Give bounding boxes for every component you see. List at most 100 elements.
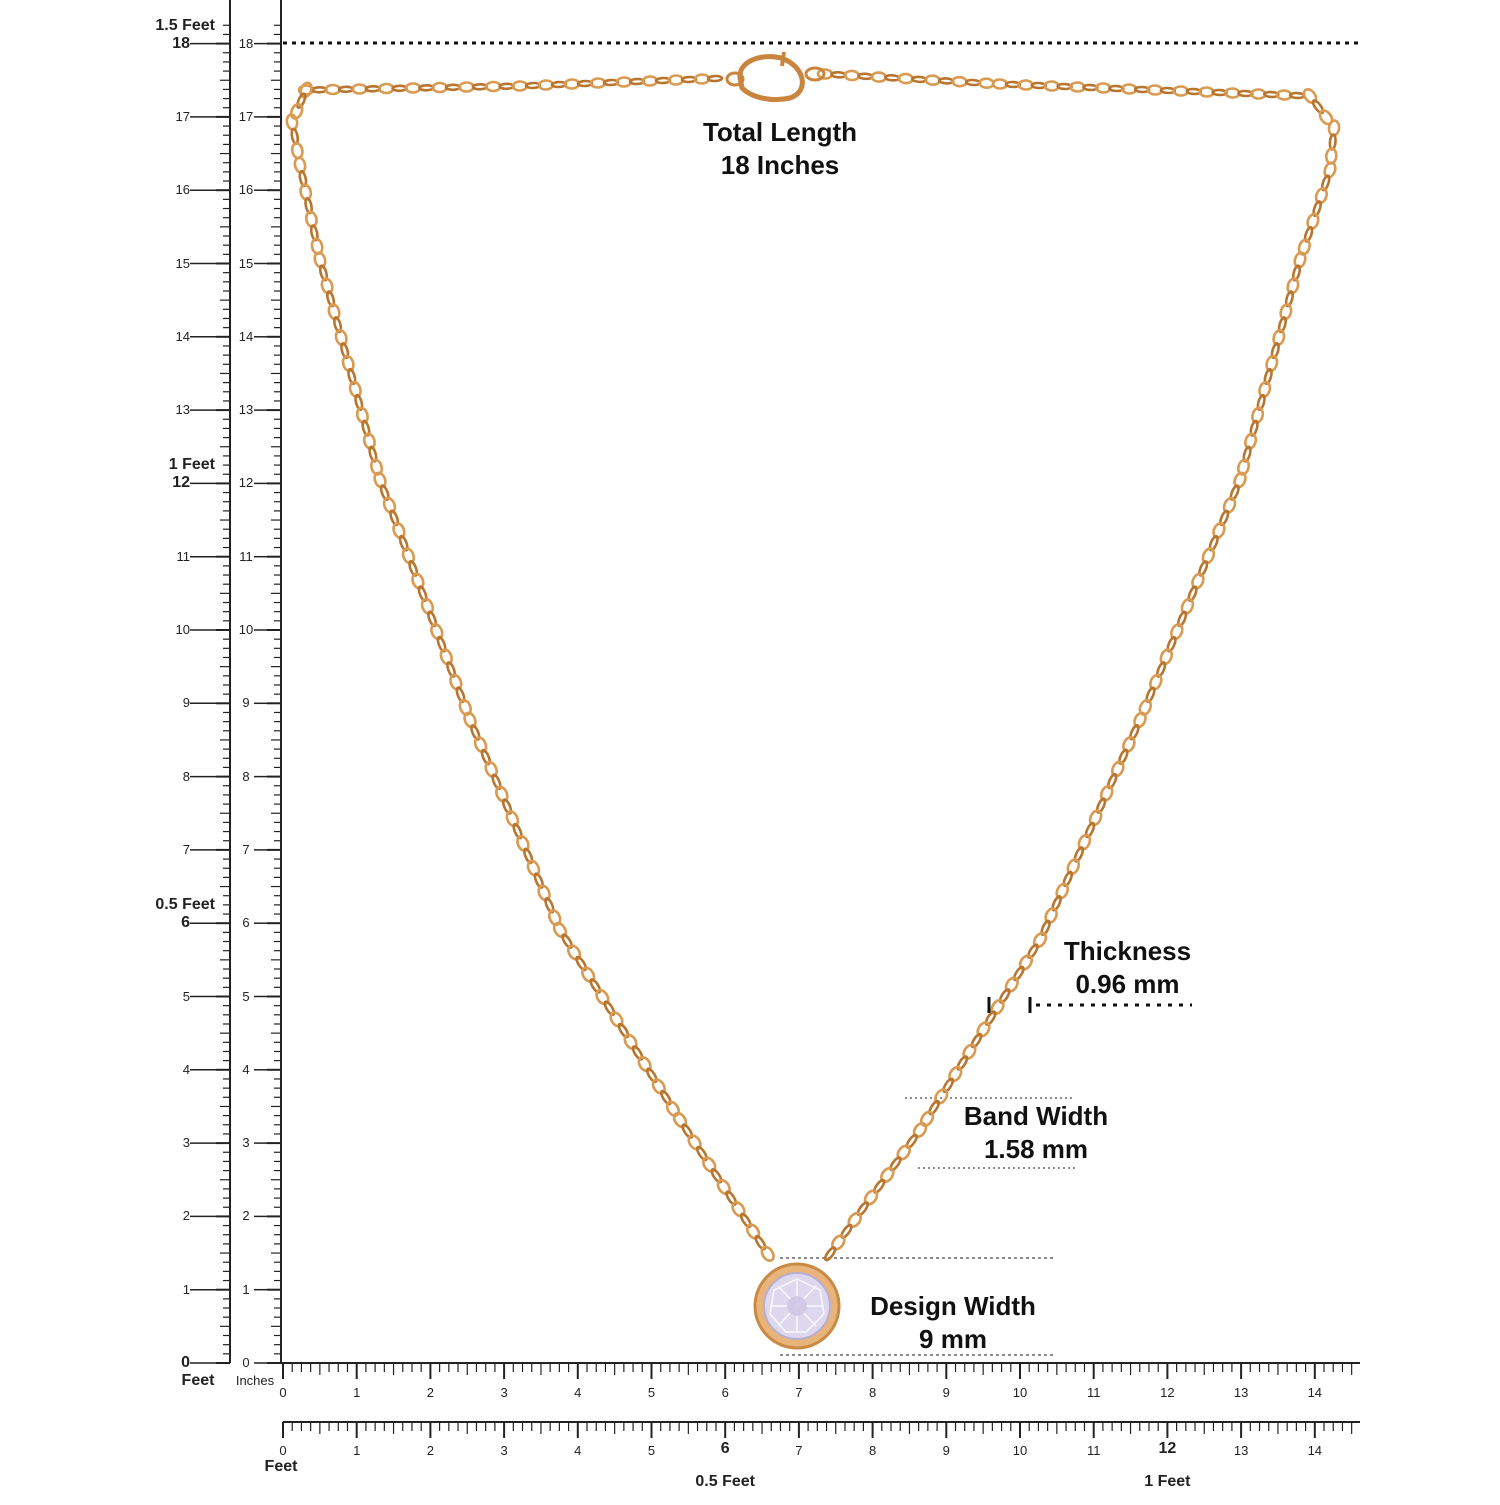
left-outer-tick-label: 0 bbox=[181, 1354, 190, 1371]
chain-link bbox=[589, 978, 602, 994]
bottom-tick-label: 10 bbox=[1012, 1385, 1028, 1400]
chain-link bbox=[431, 81, 449, 94]
left-inner-tick-label: 10 bbox=[238, 622, 254, 637]
chain-link bbox=[716, 1178, 731, 1196]
left-feet-caption: Feet bbox=[181, 1372, 215, 1389]
chain-link bbox=[1314, 187, 1329, 205]
chain-link bbox=[362, 432, 376, 450]
chain-link bbox=[1122, 735, 1136, 753]
chain-link bbox=[1265, 354, 1279, 373]
chain-link bbox=[687, 1134, 702, 1151]
chain-link bbox=[1062, 870, 1074, 888]
chain-link bbox=[843, 69, 861, 82]
chain-link bbox=[951, 75, 968, 88]
left-outer-tick-label: 10 bbox=[175, 622, 190, 637]
chain-link bbox=[373, 471, 387, 489]
design-width-value: 9 mm bbox=[919, 1324, 987, 1354]
chain-link bbox=[1263, 367, 1273, 386]
chain-link bbox=[480, 748, 492, 766]
chain-link bbox=[710, 1168, 723, 1184]
chain-link bbox=[547, 909, 562, 927]
chain-link bbox=[382, 496, 397, 514]
chain-link bbox=[942, 1077, 955, 1094]
chain-link bbox=[427, 610, 438, 628]
chain-link bbox=[340, 342, 350, 360]
left-inner-tick-label: 18 bbox=[238, 35, 254, 51]
chain-link bbox=[516, 835, 530, 852]
chain-link bbox=[1302, 87, 1318, 105]
left-inner-tick-label: 3 bbox=[242, 1135, 250, 1151]
chain-link bbox=[1236, 458, 1251, 476]
chain-link bbox=[544, 897, 555, 914]
chain-link bbox=[1219, 509, 1230, 527]
chain-link bbox=[645, 1067, 658, 1084]
chain-link bbox=[1149, 673, 1163, 691]
chain-link bbox=[1284, 290, 1295, 308]
left-inner-tick-label: 8 bbox=[242, 768, 250, 784]
chain-link bbox=[470, 724, 481, 741]
chain-link bbox=[725, 1190, 738, 1206]
bottom-feet-tick-label: 13 bbox=[1233, 1443, 1249, 1458]
left-inner-tick-label: 1 bbox=[242, 1281, 250, 1297]
bottom-feet-tick-label: 14 bbox=[1307, 1443, 1323, 1458]
chain-link bbox=[1291, 264, 1302, 282]
chain-link bbox=[962, 1043, 977, 1060]
chain-link bbox=[299, 81, 313, 99]
chain-link bbox=[313, 251, 327, 269]
chain-link bbox=[760, 1245, 775, 1262]
chain-link bbox=[1129, 723, 1140, 741]
chain-link bbox=[439, 648, 453, 666]
chain-link bbox=[581, 966, 596, 983]
chain-link bbox=[1095, 797, 1107, 814]
chain-link bbox=[290, 127, 300, 145]
chain-link bbox=[1242, 445, 1252, 463]
chain-link bbox=[739, 1212, 752, 1229]
left-feet-marker-label: 1.5 Feet bbox=[155, 16, 215, 34]
left-inner-tick-label: 7 bbox=[242, 841, 250, 857]
chain-link bbox=[706, 74, 724, 83]
thickness-title: Thickness bbox=[1063, 936, 1192, 966]
chain-link bbox=[523, 847, 534, 865]
chain-link bbox=[420, 597, 435, 615]
bottom-tick-label: 13 bbox=[1233, 1385, 1249, 1400]
chain-link bbox=[408, 560, 419, 577]
chain-link bbox=[327, 303, 341, 321]
chain-link bbox=[561, 933, 574, 950]
chain-link bbox=[449, 673, 463, 691]
bottom-tick-label: 2 bbox=[426, 1385, 434, 1400]
left-outer-tick-label: 5 bbox=[182, 988, 190, 1004]
chain-link bbox=[1012, 965, 1025, 982]
chain-link bbox=[1110, 760, 1125, 778]
left-outer-tick-label: 15 bbox=[175, 255, 190, 271]
chain-link bbox=[389, 509, 400, 527]
bottom-feet-tick-label: 11 bbox=[1086, 1443, 1101, 1458]
chain-link bbox=[1303, 225, 1314, 243]
chain-link bbox=[609, 1011, 624, 1028]
chain-link bbox=[948, 1065, 963, 1083]
chain-link bbox=[378, 82, 395, 95]
chain-link bbox=[665, 1100, 681, 1117]
chain-link bbox=[411, 572, 425, 590]
chain-link bbox=[1270, 342, 1280, 360]
ruler-layer bbox=[190, 0, 1360, 1438]
chain-link bbox=[659, 1089, 672, 1106]
chain-link bbox=[681, 1123, 694, 1139]
chain-link bbox=[754, 1234, 767, 1251]
total-length-label: Total Length 18 Inches bbox=[660, 116, 900, 182]
thickness-value: 0.96 mm bbox=[1075, 969, 1180, 999]
bottom-feet-tick-label: 1 bbox=[353, 1443, 361, 1458]
chain-link bbox=[364, 85, 382, 93]
bottom-tick-label: 4 bbox=[574, 1385, 582, 1400]
bottom-feet-marker-label: 1 Feet bbox=[1144, 1473, 1191, 1490]
chain-link bbox=[552, 921, 568, 939]
chain-link bbox=[391, 84, 408, 93]
chain-link bbox=[332, 316, 343, 334]
chain-link bbox=[1323, 161, 1337, 179]
left-inner-tick-label: 5 bbox=[242, 988, 250, 1004]
chain-link bbox=[484, 760, 498, 778]
chain-link bbox=[1233, 471, 1247, 489]
chain-link bbox=[290, 141, 304, 160]
total-length-title: Total Length bbox=[702, 117, 858, 147]
total-length-value: 18 Inches bbox=[720, 150, 840, 180]
left-inner-tick-label: 14 bbox=[238, 328, 254, 344]
